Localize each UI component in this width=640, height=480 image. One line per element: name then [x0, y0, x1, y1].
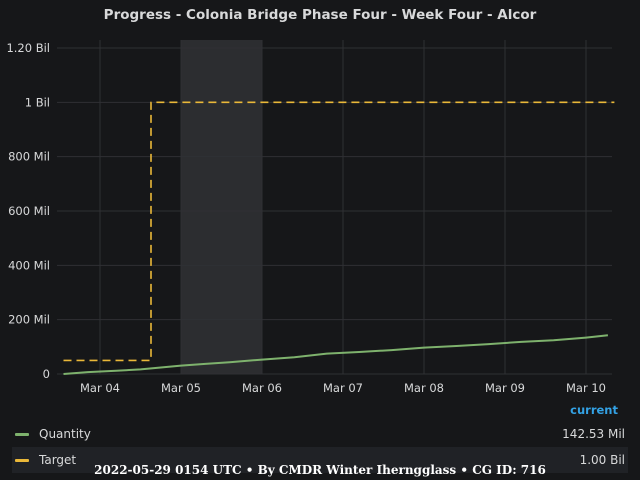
legend-value: 1.00 Bil: [579, 453, 625, 467]
x-tick-label: Mar 09: [485, 381, 525, 395]
series-line-quantity: [63, 334, 609, 375]
y-tick-label: 1 Bil: [25, 95, 50, 109]
x-tick-label: Mar 10: [566, 381, 606, 395]
legend-column-current[interactable]: current: [570, 403, 618, 417]
x-tick-label: Mar 07: [323, 381, 363, 395]
legend-swatch-quantity: [15, 432, 29, 436]
x-tick-label: Mar 04: [80, 381, 120, 395]
legend-value: 142.53 Mil: [562, 427, 625, 441]
x-tick-label: Mar 08: [404, 381, 444, 395]
series-line-target: [63, 101, 615, 362]
legend-swatch-target: [15, 458, 29, 462]
x-tick-label: Mar 05: [161, 381, 201, 395]
y-tick-label: 400 Mil: [8, 258, 50, 272]
y-tick-label: 600 Mil: [8, 204, 50, 218]
x-tick-label: Mar 06: [242, 381, 282, 395]
y-tick-label: 800 Mil: [8, 150, 50, 164]
highlight-band: [180, 40, 262, 374]
legend-item-quantity[interactable]: Quantity 142.53 Mil: [12, 421, 628, 447]
legend-label: Target: [39, 453, 77, 467]
y-tick-label: 200 Mil: [8, 313, 50, 327]
chart-title: Progress - Colonia Bridge Phase Four - W…: [103, 7, 537, 23]
y-tick-label: 1.20 Bil: [6, 41, 50, 55]
legend-label: Quantity: [39, 427, 91, 441]
y-tick-label: 0: [43, 367, 50, 381]
legend-item-target[interactable]: Target 1.00 Bil: [12, 447, 628, 473]
footer-credit: 2022-05-29 0154 UTC • By CMDR Winter Ihe…: [94, 463, 546, 477]
chart-plot: 0 200 Mil 400 Mil 600 Mil 800 Mil 1 Bil 1.20 B…: [6, 40, 615, 395]
